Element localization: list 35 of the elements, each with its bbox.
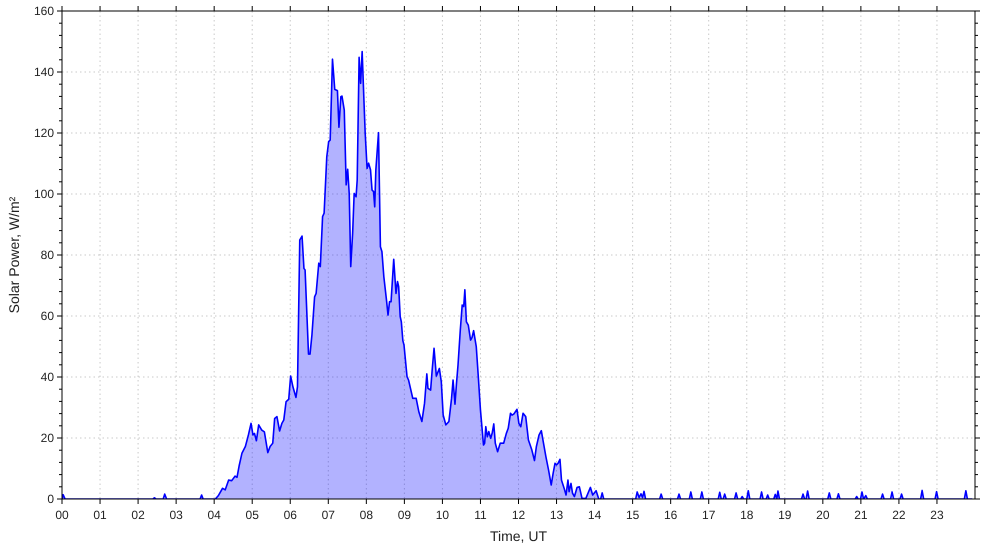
x-tick-label: 01 [93,508,108,522]
x-tick-label: 13 [550,508,564,522]
y-tick-label: 140 [34,65,54,80]
x-tick-label: 23 [930,508,944,522]
x-tick-label: 10 [436,508,450,522]
x-tick-label: 09 [398,508,412,522]
x-tick-label: 18 [740,508,754,522]
x-tick-label: 00 [55,508,69,522]
x-tick-label: 22 [892,508,906,522]
x-tick-label: 20 [816,508,830,522]
x-tick-label: 05 [246,508,260,522]
y-tick-label: 0 [47,492,54,506]
x-tick-label: 06 [284,508,298,522]
x-axis-title: Time, UT [490,528,548,544]
x-tick-label: 07 [322,508,336,522]
y-axis-title: Solar Power, W/m² [6,196,22,314]
x-tick-label: 03 [169,508,184,522]
y-tick-label: 100 [34,187,54,202]
y-tick-label: 20 [40,431,54,446]
x-tick-label: 15 [626,508,640,522]
y-tick-label: 120 [34,126,54,140]
y-tick-label: 40 [40,370,54,384]
x-tick-label: 02 [131,508,146,522]
y-tick-label: 80 [40,248,54,262]
x-tick-label: 11 [474,508,488,522]
y-tick-label: 160 [34,4,54,18]
x-tick-label: 16 [664,508,678,522]
x-tick-label: 14 [588,508,602,522]
x-tick-label: 21 [854,508,868,522]
x-tick-label: 04 [207,508,222,522]
x-tick-label: 19 [778,508,792,522]
y-tick-label: 60 [40,309,54,324]
x-tick-label: 17 [702,508,716,522]
x-tick-label: 12 [512,508,526,522]
x-tick-label: 08 [360,508,374,522]
